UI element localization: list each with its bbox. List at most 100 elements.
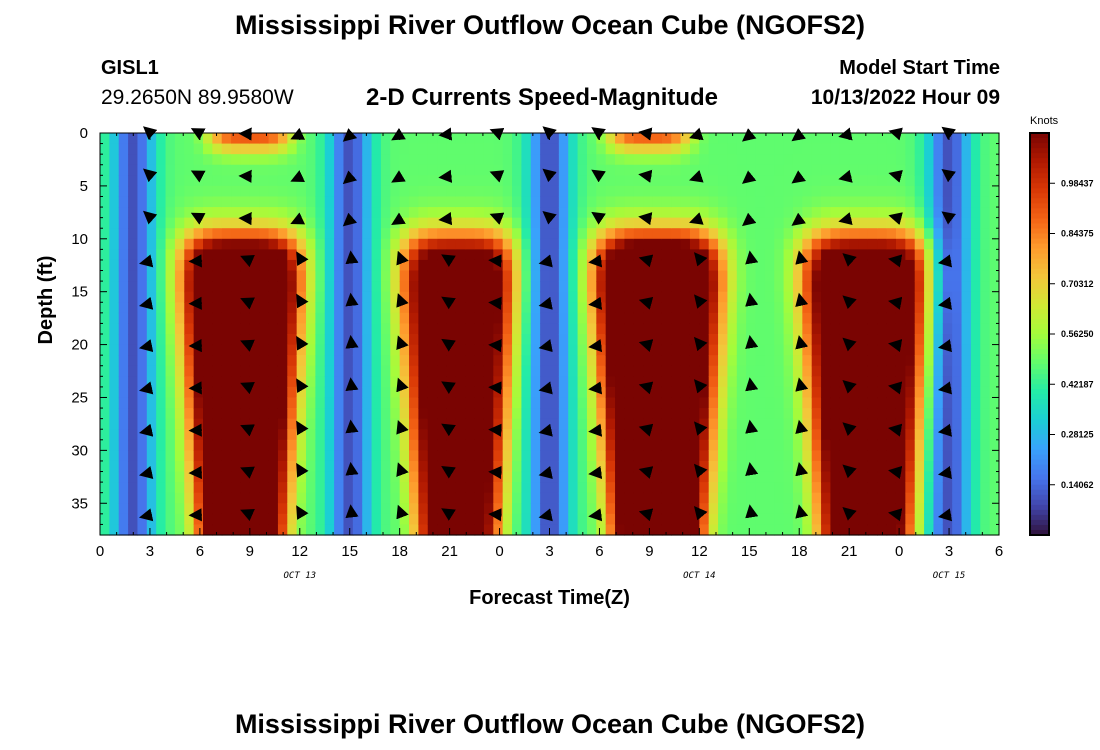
heatmap-cell — [952, 460, 963, 473]
heatmap-cell — [755, 133, 766, 145]
heatmap-cell — [699, 154, 710, 166]
current-vector-arrow — [139, 466, 154, 479]
heatmap-cell — [633, 196, 644, 208]
heatmap-cell — [961, 513, 972, 526]
heatmap-cell — [296, 408, 307, 420]
heatmap-cell — [802, 503, 813, 515]
heatmap-cell — [184, 397, 195, 409]
heatmap-cell — [708, 238, 719, 250]
heatmap-cell — [156, 154, 167, 166]
heatmap-cell — [324, 238, 335, 250]
heatmap-cell — [989, 228, 1000, 240]
heatmap-cell — [830, 312, 841, 325]
heatmap-cell — [980, 175, 991, 187]
heatmap-cell — [203, 492, 213, 504]
heatmap-cell — [652, 249, 663, 261]
heatmap-cell — [633, 439, 644, 451]
heatmap-cell — [558, 238, 569, 250]
heatmap-cell — [184, 185, 195, 198]
plot-title: 2-D Currents Speed-Magnitude — [366, 84, 719, 111]
heatmap-cell — [858, 397, 869, 409]
heatmap-cell — [474, 408, 485, 420]
current-vector-arrow — [591, 211, 606, 225]
heatmap-cell — [427, 513, 438, 526]
heatmap-cell — [615, 418, 626, 430]
heatmap-cell — [689, 228, 700, 240]
heatmap-cell — [418, 408, 429, 420]
x-axis-title: Forecast Time(Z) — [469, 587, 630, 609]
heatmap-cell — [502, 185, 513, 198]
heatmap-cell — [821, 270, 832, 282]
heatmap-cell — [296, 439, 307, 451]
heatmap-cell — [165, 217, 176, 229]
heatmap-cell — [418, 217, 429, 229]
heatmap-cell — [914, 418, 925, 430]
heatmap-cell — [727, 376, 738, 388]
heatmap-cell — [306, 281, 316, 293]
heatmap-cell — [661, 492, 672, 504]
heatmap-cell — [474, 492, 485, 504]
heatmap-cell — [193, 503, 204, 515]
heatmap-cell — [137, 312, 148, 325]
heatmap-cell — [521, 281, 532, 293]
heatmap-cell — [165, 196, 176, 208]
current-vector-arrow — [937, 508, 953, 522]
heatmap-cell — [390, 196, 401, 208]
heatmap-cell — [633, 302, 644, 314]
heatmap-cell — [586, 207, 597, 219]
heatmap-cell — [895, 185, 906, 198]
heatmap-cell — [409, 238, 419, 250]
heatmap-cell — [924, 302, 935, 314]
heatmap-cell — [118, 175, 129, 187]
heatmap-cell — [362, 175, 373, 187]
heatmap-cell — [156, 365, 167, 377]
heatmap-cell — [680, 429, 691, 441]
heatmap-cell — [746, 408, 757, 420]
heatmap-cell — [193, 482, 204, 494]
heatmap-cell — [146, 334, 157, 346]
heatmap-cell — [652, 450, 663, 462]
heatmap-cell — [577, 207, 588, 219]
heatmap-cell — [530, 334, 541, 346]
heatmap-cell — [942, 492, 953, 504]
heatmap-cell — [212, 418, 223, 430]
heatmap-cell — [549, 408, 560, 420]
heatmap-cell — [380, 323, 391, 335]
heatmap-cell — [137, 270, 148, 282]
heatmap-cell — [671, 492, 682, 504]
heatmap-cell — [193, 312, 204, 325]
heatmap-cell — [615, 355, 626, 367]
heatmap-cell — [568, 524, 579, 536]
heatmap-cell — [877, 154, 888, 166]
heatmap-cell — [680, 397, 691, 409]
heatmap-cell — [334, 143, 345, 155]
heatmap-cell — [540, 376, 551, 388]
heatmap-cell — [924, 291, 935, 303]
heatmap-cell — [521, 143, 532, 155]
heatmap-cell — [680, 154, 691, 166]
heatmap-cell — [184, 312, 195, 325]
heatmap-cell — [221, 302, 232, 314]
heatmap-cell — [362, 143, 373, 155]
heatmap-cell — [558, 164, 569, 176]
heatmap-cell — [746, 492, 757, 504]
heatmap-cell — [764, 143, 775, 155]
heatmap-cell — [231, 164, 242, 176]
heatmap-cell — [512, 133, 522, 145]
heatmap-cell — [399, 365, 410, 377]
heatmap-cell — [699, 397, 710, 409]
heatmap-cell — [371, 323, 382, 335]
heatmap-cell — [671, 365, 682, 377]
heatmap-cell — [277, 524, 288, 536]
heatmap-cell — [455, 492, 466, 504]
current-vector-arrow — [296, 420, 309, 436]
heatmap-cell — [352, 164, 363, 176]
heatmap-cell — [128, 429, 139, 441]
heatmap-cell — [980, 503, 991, 515]
heatmap-cell — [128, 312, 139, 325]
heatmap-cell — [858, 492, 869, 504]
heatmap-cell — [961, 439, 972, 451]
heatmap-cell — [877, 439, 888, 451]
heatmap-cell — [952, 418, 963, 430]
heatmap-cell — [128, 418, 139, 430]
